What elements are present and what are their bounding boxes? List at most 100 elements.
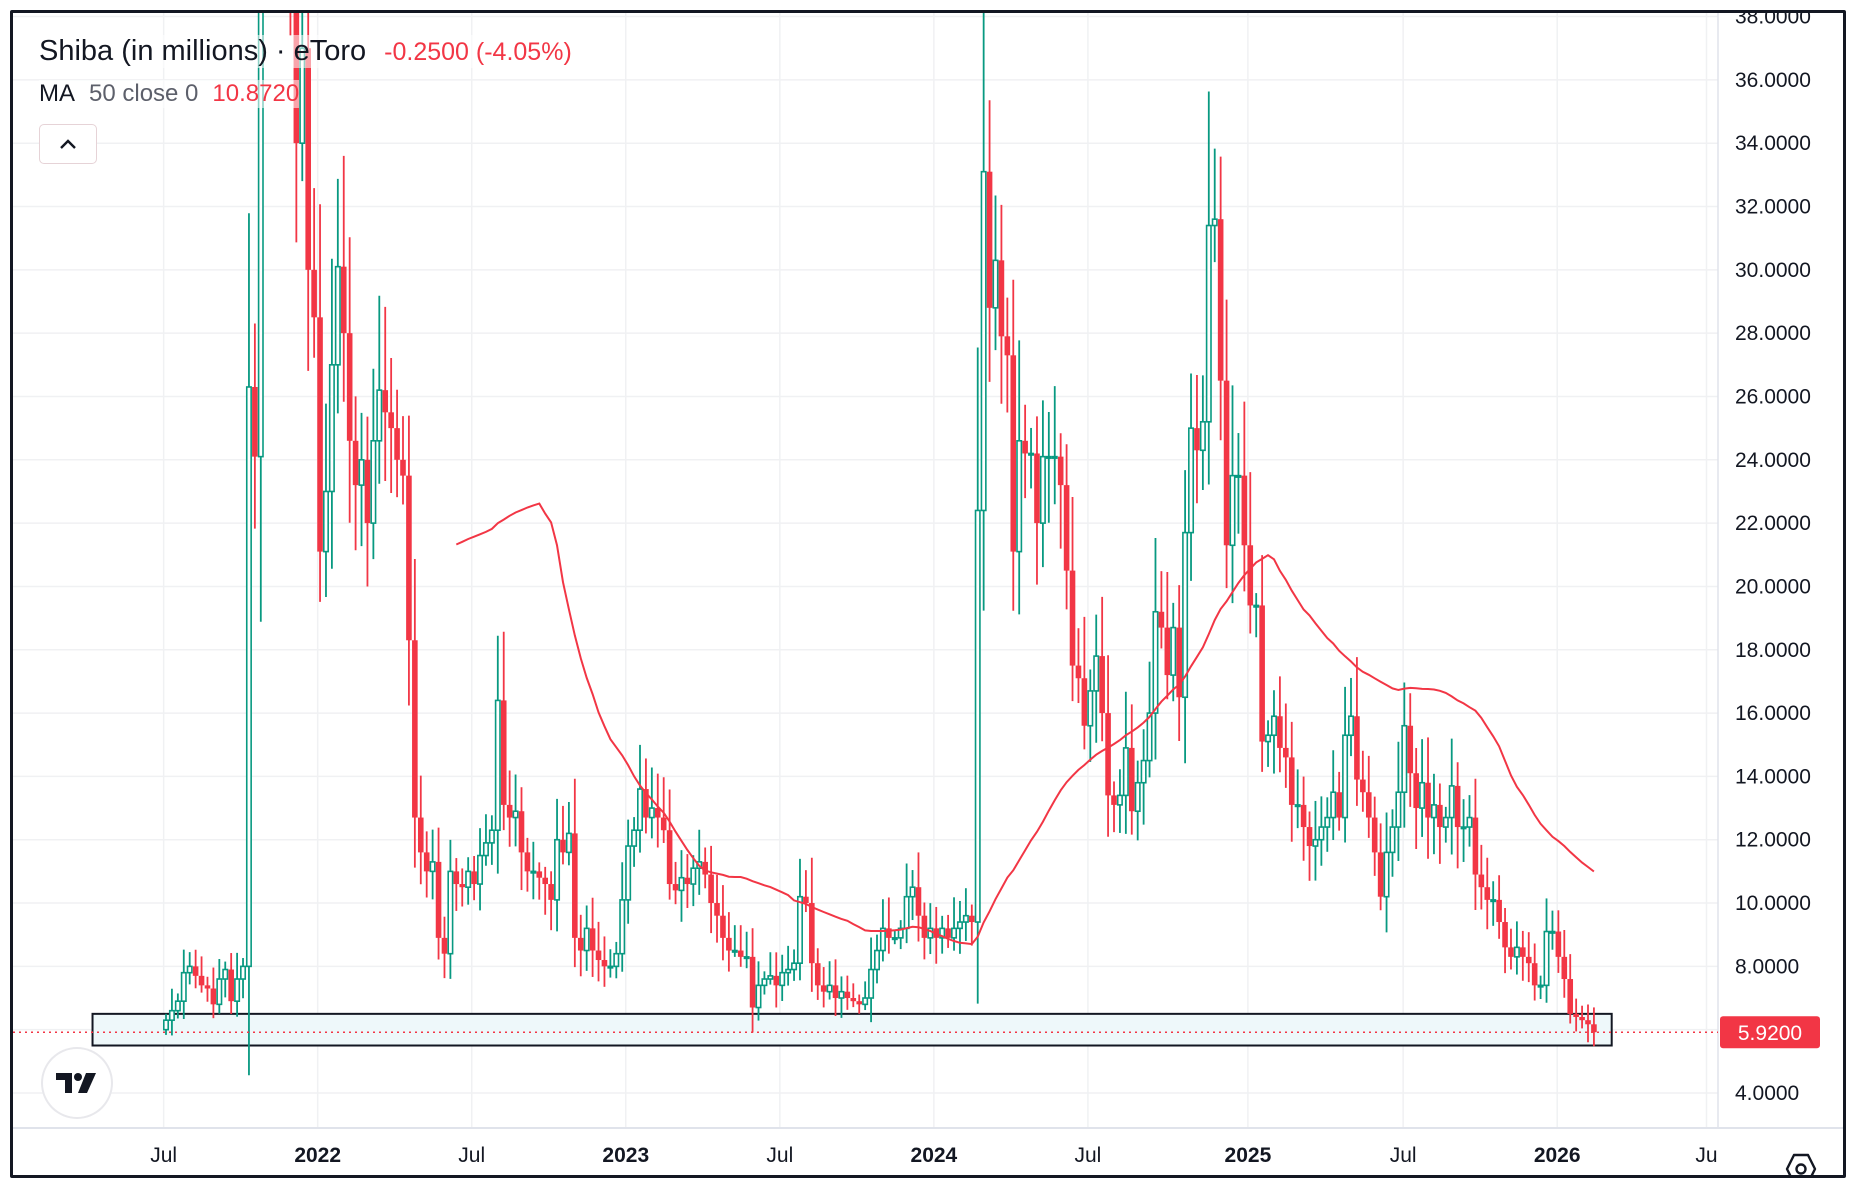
candle-body-down — [1573, 1013, 1579, 1018]
candle-body-down — [1561, 956, 1568, 980]
candle-body-up — [731, 949, 738, 953]
candle-body-down — [1288, 757, 1295, 805]
candle-body-down — [252, 386, 258, 457]
candle-body-down — [192, 966, 199, 976]
price-tick-label: 8.0000 — [1735, 955, 1799, 978]
candle-body-up — [1122, 747, 1129, 797]
ma-value: 10.8720 — [212, 80, 300, 107]
candle-body-down — [945, 928, 951, 938]
candle-body-up — [257, 13, 264, 458]
candle-body-down — [1194, 428, 1200, 451]
candle-body-up — [980, 170, 987, 512]
candle-body-down — [1591, 1024, 1597, 1033]
candle-body-up — [1229, 474, 1236, 547]
candle-body-down — [1081, 678, 1088, 726]
candle-body-down — [400, 459, 406, 476]
plot-area[interactable] — [91, 13, 1613, 1076]
candle-body-up — [1330, 791, 1337, 819]
candle-body-up — [678, 876, 685, 892]
chart-frame: 38.0000 36.0000 34.0000 32.0000 30.0000 28.00… — [10, 10, 1846, 1178]
support-zone-rectangle — [91, 1012, 1613, 1047]
candle-body-up — [755, 984, 762, 1009]
candle-body-up — [1134, 781, 1141, 813]
candle-body-down — [1365, 792, 1372, 818]
candle-body-down — [406, 475, 412, 641]
candle-body-down — [601, 960, 608, 967]
candle-body-up — [488, 829, 495, 844]
candle-body-up — [1448, 785, 1455, 819]
chevron-up-icon — [60, 139, 76, 149]
candle-body-down — [548, 884, 554, 900]
price-tick-label: 20.0000 — [1735, 575, 1811, 598]
candle-body-up — [1348, 715, 1355, 737]
candle-body-up — [779, 971, 786, 987]
price-tick-label: 24.0000 — [1735, 449, 1811, 472]
candle-body-up — [1383, 851, 1390, 898]
candle-body-up — [1324, 816, 1331, 828]
candle-body-up — [862, 997, 869, 1006]
candle-body-down — [809, 903, 815, 964]
candle-body-up — [1016, 440, 1023, 553]
price-tick-label: 22.0000 — [1735, 512, 1811, 535]
candle-body-up — [690, 867, 697, 885]
collapse-legend-button[interactable] — [39, 124, 97, 164]
settings-icon[interactable] — [1783, 1151, 1819, 1178]
candle-body-down — [340, 266, 347, 334]
candle-body-up — [222, 968, 229, 980]
time-tick-label: Jul — [1075, 1144, 1102, 1167]
candle-body-down — [749, 956, 756, 1008]
candle-body-up — [1205, 224, 1212, 423]
candle-body-down — [441, 937, 448, 954]
candle-body-down — [1022, 440, 1028, 454]
candle-body-down — [572, 833, 578, 938]
candle-body-up — [1389, 826, 1396, 854]
candle-body-down — [1283, 747, 1289, 758]
candle-body-down — [1063, 485, 1070, 571]
candle-body-down — [1520, 947, 1526, 957]
candle-body-up — [1490, 899, 1497, 903]
candle-body-up — [903, 895, 910, 930]
candle-body-up — [939, 927, 946, 939]
candle-body-up — [1312, 838, 1319, 847]
candle-body-down — [708, 874, 714, 904]
candle-body-up — [796, 895, 803, 964]
time-tick-label: Ju — [1695, 1144, 1717, 1167]
chart-legend: Shiba (in millions) · eToro -0.2500 (-4.… — [39, 35, 572, 164]
candle-body-up — [648, 807, 655, 819]
price-tick-label: 12.0000 — [1735, 829, 1811, 852]
price-tick-label: 10.0000 — [1735, 892, 1811, 915]
candle-body-up — [909, 886, 916, 898]
candle-body-down — [311, 269, 317, 318]
candle-body-down — [1306, 827, 1313, 847]
candle-body-down — [737, 950, 744, 957]
tradingview-logo[interactable] — [43, 1049, 111, 1117]
candle-body-up — [512, 810, 519, 819]
candle-body-up — [1401, 724, 1408, 794]
symbol-title[interactable]: Shiba (in millions) · eToro — [39, 35, 367, 67]
candle-body-down — [1034, 453, 1040, 524]
candle-body-up — [322, 490, 329, 553]
candle-body-down — [814, 963, 821, 986]
candle-body-down — [1502, 922, 1508, 948]
candlestick-chart[interactable]: 38.0000 36.0000 34.0000 32.0000 30.0000 28.00… — [13, 13, 1846, 1178]
candle-body-down — [1531, 963, 1538, 986]
ma-indicator-row[interactable]: MA 50 close 0 10.8720 — [39, 80, 300, 108]
candle-body-down — [577, 937, 584, 951]
candle-body-up — [1460, 826, 1467, 830]
candle-body-up — [447, 870, 454, 955]
candle-body-down — [1105, 713, 1111, 796]
candle-body-up — [1466, 816, 1473, 828]
candle-body-up — [334, 265, 341, 366]
candle-body-down — [382, 390, 389, 413]
candle-body-up — [180, 971, 187, 1002]
candle-body-down — [1111, 795, 1117, 805]
time-tick-label: 2022 — [294, 1144, 341, 1167]
candle-body-down — [1377, 852, 1384, 897]
candle-body-down — [435, 861, 442, 938]
candle-body-up — [240, 965, 247, 980]
candle-body-down — [560, 839, 566, 853]
candle-body-up — [583, 927, 590, 952]
candle-body-down — [1217, 219, 1224, 381]
candle-body-up — [619, 899, 626, 955]
candle-body-up — [1028, 452, 1035, 456]
